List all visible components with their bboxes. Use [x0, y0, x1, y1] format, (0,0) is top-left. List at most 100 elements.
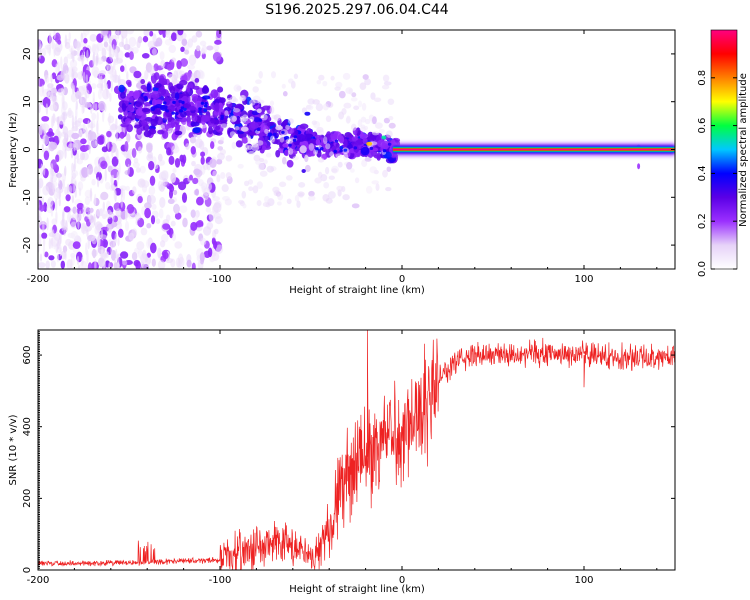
spectrogram-cell [158, 208, 164, 219]
spectrogram-cell [87, 120, 90, 129]
spectrogram-cell [53, 30, 56, 40]
spectrogram-cell [153, 105, 158, 109]
spectrogram-cell [81, 256, 84, 267]
spectrogram-cell [82, 100, 85, 114]
spectrogram-cell [282, 91, 288, 97]
spectrogram-cell [317, 129, 325, 136]
spectrogram-cell [120, 197, 123, 208]
spectrogram-cell [190, 121, 200, 127]
spectrogram-cell [165, 214, 171, 222]
spectrogram-cell [256, 199, 262, 207]
spectrogram-cell [198, 107, 202, 111]
spectrogram-cell [77, 85, 85, 96]
spectrogram-cell [190, 221, 198, 231]
spectrogram-cell [62, 71, 66, 81]
spectrogram-cell [76, 255, 80, 265]
spectrogram-cell [117, 261, 120, 269]
spectrogram-cell [364, 118, 371, 125]
spectrogram-cell [87, 211, 92, 220]
spectrogram-cell [171, 57, 176, 63]
spectrogram-cell [119, 131, 125, 139]
spectrogram-cell [187, 38, 194, 48]
spectrogram-cell [161, 169, 169, 179]
snr-xtick-label: -100 [209, 575, 232, 586]
spectrogram-cell [127, 111, 133, 117]
spectrogram-cell [316, 79, 322, 85]
spectrogram-cell [47, 84, 50, 97]
spectrogram-cell [224, 107, 232, 112]
spectrogram-cell [49, 172, 53, 182]
spectrogram-cell [82, 123, 86, 133]
spectrogram-cell [315, 103, 324, 112]
spectrogram-cell [92, 91, 96, 104]
spectrogram-cell [159, 51, 165, 61]
spectrogram-cell [179, 79, 188, 86]
spectrogram-cell [234, 126, 240, 131]
spectrogram-cell [350, 123, 357, 131]
spectrogram-cell [249, 116, 255, 122]
spectrogram-cell [91, 178, 96, 186]
spectrogram-cell [71, 194, 75, 204]
spectrogram-cell [257, 162, 265, 171]
spectrogram-cell [38, 134, 41, 146]
spectrogram-cell [172, 167, 177, 174]
spectrogram-cell [65, 194, 71, 202]
spectrogram-cell [63, 225, 66, 237]
spectrogram-cell [304, 111, 311, 116]
spectrogram-cell [117, 228, 124, 238]
spectrogram-cell [217, 152, 225, 161]
spectrogram-cell [137, 36, 143, 44]
spectrogram-cell [65, 220, 68, 232]
spectrogram-cell [61, 87, 64, 96]
spectrogram-cell [67, 212, 72, 223]
spectrogram-cell [76, 202, 84, 210]
spectrogram-cell [125, 185, 130, 192]
spectrogram-cell [160, 59, 166, 69]
spectrogram-cell [132, 161, 140, 169]
spectrogram-cell [114, 30, 117, 38]
spectrogram-cell [131, 47, 139, 54]
spectrogram-cell [287, 148, 294, 155]
spectrogram-cell [95, 136, 98, 146]
spectrogram-cell [335, 153, 343, 159]
spectrogram-cell [351, 92, 357, 98]
spectrogram-cell [102, 201, 106, 212]
spectrogram-cell [140, 227, 148, 236]
spectrogram-cell [204, 104, 208, 108]
spectrogram-cell [192, 177, 199, 185]
spectrogram-cell [183, 107, 187, 111]
spectrogram-cell [50, 208, 54, 217]
spectrogram-cell [128, 96, 134, 103]
spectrogram-cell [88, 141, 92, 155]
spectrogram-xtick-label: -200 [27, 274, 50, 285]
spectrogram-cell [318, 74, 325, 81]
spectrogram-cell [71, 82, 75, 95]
spectrogram-cell [248, 186, 254, 192]
figure-title: S196.2025.297.06.04.C44 [265, 2, 449, 18]
spectrogram-cell [81, 166, 89, 178]
spectrogram-cell [265, 152, 272, 158]
spectrogram-cell [120, 123, 130, 128]
spectrogram-cell [375, 183, 380, 192]
spectrogram-cell [334, 139, 339, 143]
spectrogram-ytick-label: 10 [22, 95, 33, 108]
spectrogram-cell [247, 145, 253, 150]
spectrogram-cell [219, 136, 225, 142]
spectrogram-cell [342, 152, 349, 161]
spectrogram-cell [99, 70, 106, 76]
spectrogram-cell [148, 160, 155, 171]
spectrogram-cell [119, 65, 125, 72]
spectrogram-x-label: Height of straight line (km) [289, 285, 425, 296]
spectrogram-cell [59, 232, 62, 245]
spectrogram-cell [296, 200, 301, 208]
spectrogram-cell [80, 138, 87, 145]
spectrogram-cell [124, 118, 132, 125]
spectrogram-cell [307, 195, 316, 201]
spectrogram-cell [225, 172, 232, 180]
spectrogram-cell [297, 191, 305, 197]
spectrogram-cell [113, 189, 116, 201]
spectrogram-cell [84, 196, 91, 206]
spectrogram-cell [191, 160, 196, 167]
spectrogram-cell [333, 149, 338, 153]
